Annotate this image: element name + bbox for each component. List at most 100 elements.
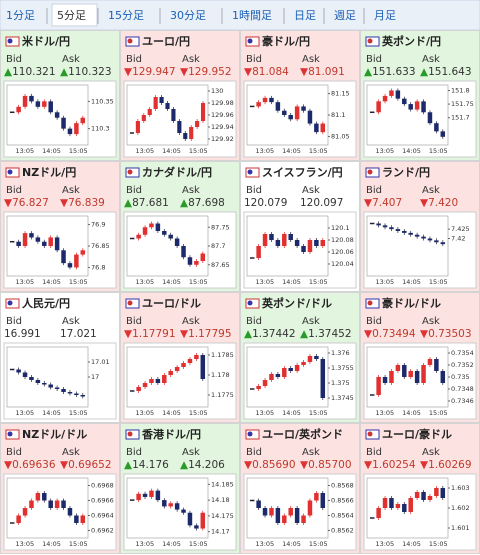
ask-value: ▼76.839 [60, 197, 105, 209]
x-tick-label: 15:05 [429, 540, 448, 548]
bid-number: 16.991 [4, 328, 41, 340]
pair-name[interactable]: ユーロ/円 [142, 35, 190, 48]
candle [256, 246, 261, 258]
pair-name[interactable]: 豪ドル/ドル [382, 296, 441, 310]
tab[interactable]: 1分足 [6, 9, 35, 22]
x-tick-label: 15:05 [309, 278, 328, 286]
plot-frame [366, 84, 449, 146]
candle [288, 508, 293, 516]
pair-name[interactable]: ランド/円 [382, 166, 430, 179]
x-tick-label: 15:05 [69, 147, 88, 155]
candle [301, 515, 306, 523]
y-tick-label: 129.96 [211, 111, 234, 119]
bid-number: 1.17791 [132, 328, 175, 340]
y-tick-label: 129.94 [211, 123, 234, 131]
tab[interactable]: 1時間足 [232, 9, 272, 22]
x-tick-label: 14:05 [162, 409, 181, 417]
candle [434, 488, 439, 496]
candle [427, 359, 433, 365]
bid-number: 120.079 [244, 197, 287, 209]
ask-arrow: ▲ [180, 197, 189, 209]
candle [22, 95, 28, 107]
candle [54, 500, 60, 508]
candle [395, 504, 401, 508]
pair-name[interactable]: NZドル/円 [22, 166, 76, 179]
bid-arrow: ▲ [364, 66, 373, 78]
candle [402, 231, 407, 233]
candle [200, 253, 206, 261]
pair-name[interactable]: NZドル/ドル [22, 428, 87, 441]
ask-value: ▼129.952 [180, 66, 232, 78]
x-tick-label: 15:05 [309, 147, 328, 155]
y-tick-label: 81.15 [331, 90, 350, 98]
candle [61, 389, 66, 392]
candle [42, 241, 47, 246]
pair-name[interactable]: 英ポンド/ドル [261, 296, 332, 310]
bid-label: Bid [126, 54, 142, 65]
x-tick-label: 15:05 [69, 409, 88, 417]
pair-name[interactable]: 人民元/円 [22, 296, 70, 310]
pair-name[interactable]: カナダドル/円 [142, 165, 212, 179]
candle [142, 227, 148, 235]
ask-value: 17.021 [60, 328, 97, 340]
candle [168, 503, 173, 507]
ask-label: Ask [182, 447, 200, 458]
chart-box [363, 473, 477, 551]
chart-box [3, 211, 117, 289]
pair-name[interactable]: ユーロ/英ポンド [262, 427, 343, 441]
candle [162, 500, 167, 507]
ask-label: Ask [422, 316, 440, 327]
plot-frame [366, 215, 449, 277]
bid-value: ▼1.17791 [124, 328, 176, 340]
flag-mark [7, 431, 13, 437]
candle [67, 128, 73, 135]
ask-number: 1.37452 [308, 328, 351, 340]
y-tick-label: 151.7 [451, 114, 470, 122]
candle [171, 109, 176, 121]
ask-arrow: ▼ [420, 197, 429, 209]
candle [294, 508, 300, 523]
candle [320, 493, 326, 508]
x-tick-label: 14:05 [42, 409, 61, 417]
x-tick-label: 15:05 [309, 409, 328, 417]
y-tick-label: 129.98 [211, 99, 234, 107]
tab[interactable]: 5分足 [57, 9, 86, 22]
candle [48, 384, 53, 388]
pair-name[interactable]: ユーロ/ドル [142, 297, 201, 310]
y-tick-label: 7.425 [451, 225, 470, 233]
y-tick-label: 120.06 [331, 248, 354, 256]
pair-name[interactable]: スイスフラン/円 [262, 166, 343, 179]
tab[interactable]: 15分足 [108, 9, 144, 22]
candle [187, 359, 193, 363]
ask-label: Ask [182, 316, 200, 327]
candle [320, 240, 326, 246]
candle [74, 515, 79, 523]
tab[interactable]: 月足 [374, 9, 396, 22]
flag [5, 429, 20, 440]
candle [421, 101, 426, 113]
x-tick-label: 13:05 [375, 409, 394, 417]
ask-number: 76.839 [68, 197, 105, 209]
candle [22, 372, 28, 377]
candle [29, 233, 34, 238]
candle [141, 115, 146, 121]
y-tick-label: 81.05 [331, 132, 350, 140]
bid-arrow: ▲ [124, 197, 133, 209]
pair-name[interactable]: 香港ドル/円 [141, 427, 201, 441]
candle [262, 380, 268, 386]
ask-arrow: ▲ [180, 459, 189, 471]
tab[interactable]: 週足 [334, 9, 356, 22]
bid-number: 14.176 [132, 459, 169, 471]
bid-label: Bid [366, 316, 382, 327]
pair-name[interactable]: 英ポンド/円 [381, 34, 441, 48]
bid-number: 76.827 [12, 197, 49, 209]
ask-label: Ask [62, 316, 80, 327]
pair-name[interactable]: 豪ドル/円 [262, 34, 310, 48]
candle [434, 123, 439, 132]
ask-label: Ask [302, 316, 320, 327]
tab[interactable]: 30分足 [170, 9, 206, 22]
pair-name[interactable]: ユーロ/豪ドル [382, 427, 452, 441]
pair-name[interactable]: 米ドル/円 [21, 34, 70, 48]
flag [125, 429, 140, 440]
tab[interactable]: 日足 [294, 9, 316, 22]
